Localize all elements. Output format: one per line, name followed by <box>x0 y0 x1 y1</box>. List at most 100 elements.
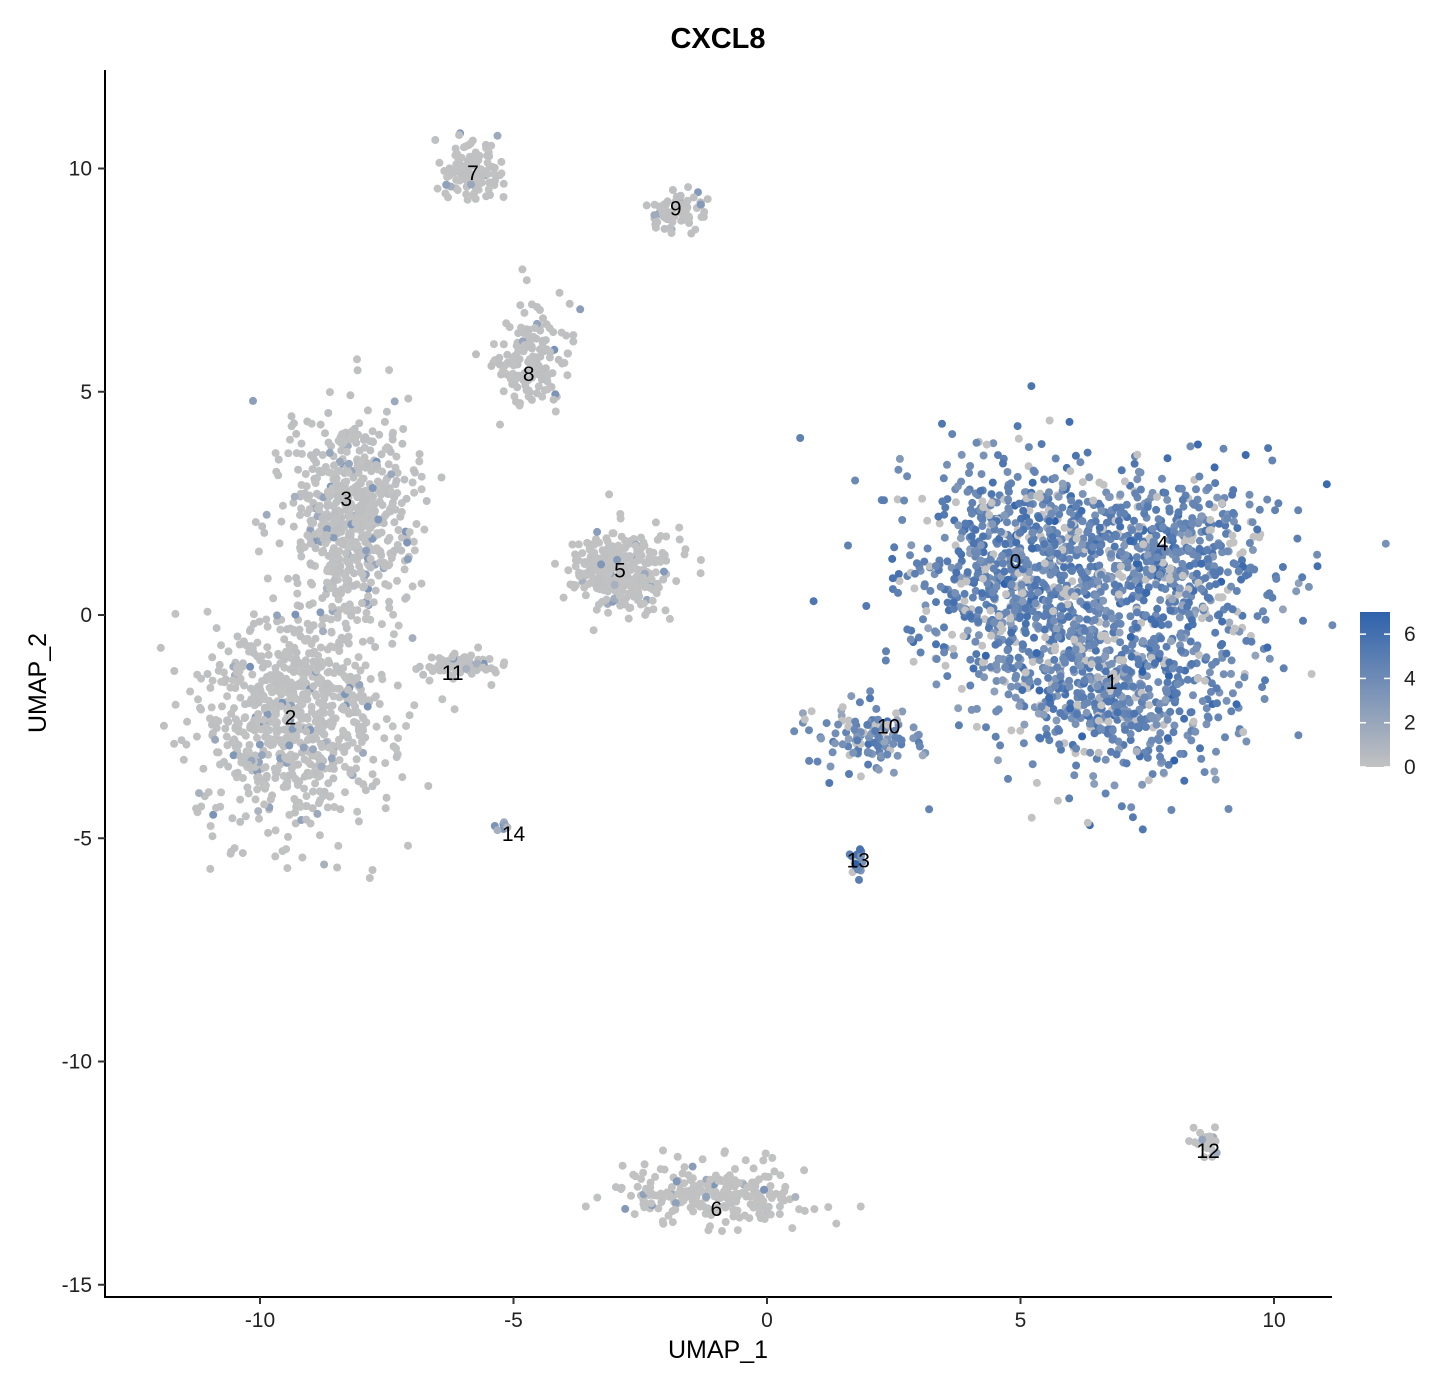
data-point <box>1026 590 1035 599</box>
data-point <box>838 703 847 712</box>
data-point <box>877 751 886 760</box>
data-point <box>995 534 1004 543</box>
data-point <box>297 439 306 448</box>
data-point <box>607 564 616 573</box>
data-point <box>1228 689 1237 698</box>
cluster-label: 12 <box>1196 1140 1219 1163</box>
data-point <box>363 459 372 468</box>
data-point <box>1133 722 1142 731</box>
data-point <box>222 732 231 741</box>
data-point <box>358 599 366 608</box>
data-point <box>1227 707 1236 716</box>
data-point <box>241 812 250 821</box>
data-point <box>653 535 662 544</box>
data-point <box>1041 665 1050 673</box>
data-point <box>323 567 332 576</box>
data-point <box>451 166 460 175</box>
data-point <box>1170 721 1179 730</box>
y-tick-label: -10 <box>62 1051 92 1074</box>
data-point <box>1174 508 1183 517</box>
data-point <box>286 435 294 444</box>
data-point <box>1136 715 1145 724</box>
data-point <box>1053 663 1062 672</box>
data-point <box>206 864 215 873</box>
data-point <box>309 682 318 691</box>
data-point <box>1163 715 1172 724</box>
data-point <box>1021 668 1030 677</box>
data-point <box>1069 665 1078 674</box>
data-point <box>285 641 294 649</box>
data-point <box>227 709 236 718</box>
data-point <box>1110 542 1119 551</box>
data-point <box>307 707 316 716</box>
data-point <box>1186 637 1195 646</box>
data-point <box>543 385 552 394</box>
data-point <box>495 360 504 369</box>
data-point <box>325 743 334 752</box>
data-point <box>1265 654 1274 663</box>
data-point <box>872 704 881 713</box>
data-point <box>1071 720 1080 729</box>
data-point <box>749 1185 758 1193</box>
data-point <box>292 449 301 458</box>
data-point <box>353 484 362 493</box>
data-point <box>1031 599 1040 608</box>
data-point <box>1184 529 1193 538</box>
data-point <box>907 541 916 550</box>
data-point <box>228 814 237 823</box>
data-point <box>1127 652 1136 661</box>
data-point <box>1123 558 1132 567</box>
data-point <box>499 387 508 396</box>
data-point <box>1263 643 1272 652</box>
data-point <box>1188 519 1197 528</box>
data-point <box>943 460 951 469</box>
data-point <box>1211 479 1220 488</box>
data-point <box>1322 480 1331 489</box>
data-point <box>353 366 362 375</box>
data-point <box>203 670 212 678</box>
data-point <box>1328 621 1337 630</box>
data-point <box>1069 620 1078 629</box>
data-point <box>607 549 616 558</box>
data-point <box>1218 640 1227 648</box>
data-point <box>335 457 344 466</box>
data-point <box>271 706 279 715</box>
data-point <box>992 660 1001 669</box>
data-point <box>300 489 309 498</box>
data-point <box>1162 642 1171 651</box>
data-point <box>545 324 554 333</box>
data-point <box>370 693 379 702</box>
data-point <box>1218 617 1227 626</box>
data-point <box>608 529 617 538</box>
data-point <box>309 745 317 754</box>
data-point <box>362 546 371 555</box>
data-point <box>627 1191 635 1200</box>
data-point <box>1173 680 1182 689</box>
data-point <box>538 392 547 401</box>
data-point <box>1011 594 1020 603</box>
data-point <box>493 826 502 835</box>
data-point <box>1133 450 1142 459</box>
data-point <box>1186 708 1195 717</box>
data-point <box>1068 567 1076 575</box>
data-point <box>1148 714 1157 723</box>
data-point <box>512 397 520 406</box>
data-point <box>851 476 860 485</box>
data-point <box>493 131 502 140</box>
data-point <box>1127 582 1135 591</box>
data-point <box>267 676 276 685</box>
data-point <box>671 1205 679 1214</box>
data-point <box>571 562 580 571</box>
data-point <box>1200 768 1209 777</box>
data-point <box>306 560 315 569</box>
data-point <box>192 804 201 813</box>
data-point <box>658 210 667 219</box>
data-point <box>335 756 344 765</box>
data-point <box>941 503 950 512</box>
data-point <box>903 625 912 634</box>
data-point <box>469 191 478 200</box>
data-point <box>963 626 972 635</box>
data-point <box>345 531 354 540</box>
data-point <box>951 541 960 550</box>
data-point <box>1060 656 1069 664</box>
